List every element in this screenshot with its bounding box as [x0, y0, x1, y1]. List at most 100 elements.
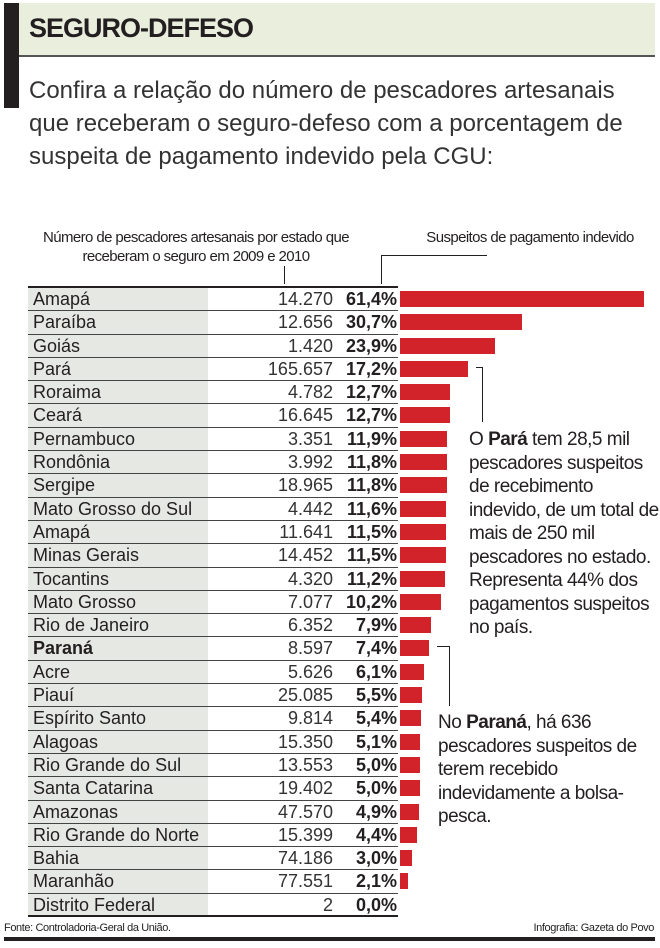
count-value: 1.420	[287, 335, 333, 356]
table-row: Sergipe 18.965 11,8%	[28, 474, 447, 498]
count-value: 19.402	[277, 778, 333, 799]
count-value: 15.399	[277, 824, 333, 845]
percent-bar	[400, 430, 448, 447]
parana-note-connector-h	[437, 646, 449, 647]
percent-bar	[400, 314, 522, 331]
state-label: Distrito Federal	[28, 893, 208, 916]
note-text: O	[469, 429, 489, 450]
state-label: Acre	[28, 660, 208, 684]
state-label: Rio Grande do Sul	[28, 753, 208, 777]
table-row: Amazonas 47.570 4,9%	[28, 800, 420, 824]
table-row: Santa Catarina 19.402 5,0%	[28, 777, 420, 801]
table-row: Roraima 4.782 12,7%	[28, 381, 451, 405]
percent-bar	[400, 873, 409, 890]
count-value: 9.814	[287, 708, 333, 729]
infographic-credit: Infografia: Gazeta do Povo	[533, 922, 655, 934]
percent-bar	[400, 756, 420, 773]
source-credit: Fonte: Controladoria-Geral da União.	[4, 922, 171, 934]
count-value: 11.641	[279, 521, 333, 542]
state-label: Amapá	[28, 288, 208, 311]
count-value: 74.186	[277, 848, 333, 869]
note-text: , há 636 pescadores suspeitos de terem r…	[438, 712, 637, 827]
state-label: Amazonas	[28, 800, 208, 823]
page-title: SEGURO-DEFESO	[29, 13, 254, 43]
count-value: 7.077	[287, 591, 333, 612]
table-row: Mato Grosso do Sul 4.442 11,6%	[28, 497, 447, 521]
percent-bar	[400, 617, 432, 634]
state-label: Ceará	[28, 404, 208, 427]
state-label: Goiás	[28, 334, 208, 357]
percent-label: 11,9%	[346, 428, 397, 449]
count-value: 47.570	[277, 801, 333, 822]
percent-label: 17,2%	[345, 358, 397, 379]
percent-bar	[400, 733, 421, 750]
count-value: 8.597	[287, 638, 333, 659]
percent-bar	[400, 687, 422, 704]
count-value: 16.645	[277, 405, 333, 426]
table-row: Paraíba 12.656 30,7%	[28, 311, 522, 335]
percent-label: 7,4%	[355, 638, 397, 659]
percent-label: 3,0%	[355, 848, 397, 869]
table-row: Pará 165.657 17,2%	[28, 357, 469, 382]
state-label: Santa Catarina	[28, 777, 208, 800]
percent-label: 5,5%	[355, 685, 397, 706]
table-row: Ceará 16.645 12,7%	[28, 404, 451, 428]
state-label: Roraima	[28, 381, 208, 404]
count-value: 15.350	[277, 731, 333, 752]
percent-bar	[400, 780, 420, 797]
percent-header-connector-h	[381, 255, 487, 256]
percent-bar	[400, 523, 446, 540]
table-row: Rondônia 3.992 11,8%	[28, 451, 447, 475]
para-note-connector-v	[482, 367, 483, 422]
percent-bar	[400, 384, 451, 401]
percent-label: 11,5%	[346, 545, 397, 566]
table-row: Piauí 25.085 5,5%	[28, 684, 422, 708]
table-row: Mato Grosso 7.077 10,2%	[28, 590, 441, 615]
percent-bar	[400, 477, 447, 494]
percent-bar	[400, 547, 446, 564]
percent-bar	[400, 710, 422, 727]
state-label: Pernambuco	[28, 427, 208, 451]
state-label: Piauí	[28, 684, 208, 707]
count-value: 18.965	[277, 475, 333, 496]
state-label: Maranhão	[28, 870, 208, 893]
percent-label: 12,7%	[345, 405, 397, 426]
percent-bar	[400, 640, 430, 657]
percent-bar	[400, 593, 441, 610]
table-row: Rio de Janeiro 6.352 7,9%	[28, 614, 432, 638]
percent-bar	[400, 850, 412, 867]
percent-label: 61,4%	[345, 289, 397, 309]
table-row: Rio Grande do Sul 13.553 5,0%	[28, 753, 420, 778]
percent-label: 23,9%	[345, 335, 397, 356]
state-label: Mato Grosso	[28, 590, 208, 614]
table-row: Amapá 14.270 61,4%	[28, 288, 644, 312]
state-label: Espírito Santo	[28, 707, 208, 730]
table-row: Amapá 11.641 11,5%	[28, 520, 446, 545]
state-label: Paraíba	[28, 311, 208, 334]
percent-label: 11,5%	[346, 521, 397, 542]
percent-label: 12,7%	[345, 382, 397, 403]
state-label: Alagoas	[28, 730, 208, 753]
count-value: 77.551	[277, 871, 333, 892]
percent-label: 5,1%	[355, 731, 397, 752]
state-label: Bahia	[28, 847, 208, 870]
table-row: Paraná 8.597 7,4%	[28, 637, 430, 661]
table-row: Alagoas 15.350 5,1%	[28, 730, 421, 754]
percent-header-connector-v	[381, 255, 382, 284]
percent-label: 11,8%	[346, 452, 397, 473]
table-row: Acre 5.626 6,1%	[28, 660, 425, 685]
count-value: 25.085	[277, 685, 333, 706]
percent-label: 7,9%	[355, 615, 397, 636]
table-row: Minas Gerais 14.452 11,5%	[28, 544, 446, 568]
state-label: Minas Gerais	[28, 544, 208, 567]
state-label: Pará	[28, 357, 208, 381]
count-value: 3.351	[287, 428, 333, 449]
count-header-connector	[284, 266, 285, 284]
para-note-connector-h	[476, 367, 482, 368]
state-label: Rio de Janeiro	[28, 614, 208, 637]
percent-label: 11,8%	[346, 475, 397, 496]
percent-label: 5,4%	[355, 708, 397, 729]
parana-annotation: No Paraná, há 636 pescadores suspeitos d…	[438, 711, 638, 829]
percent-bar	[400, 291, 644, 307]
count-value: 165.657	[267, 358, 333, 379]
